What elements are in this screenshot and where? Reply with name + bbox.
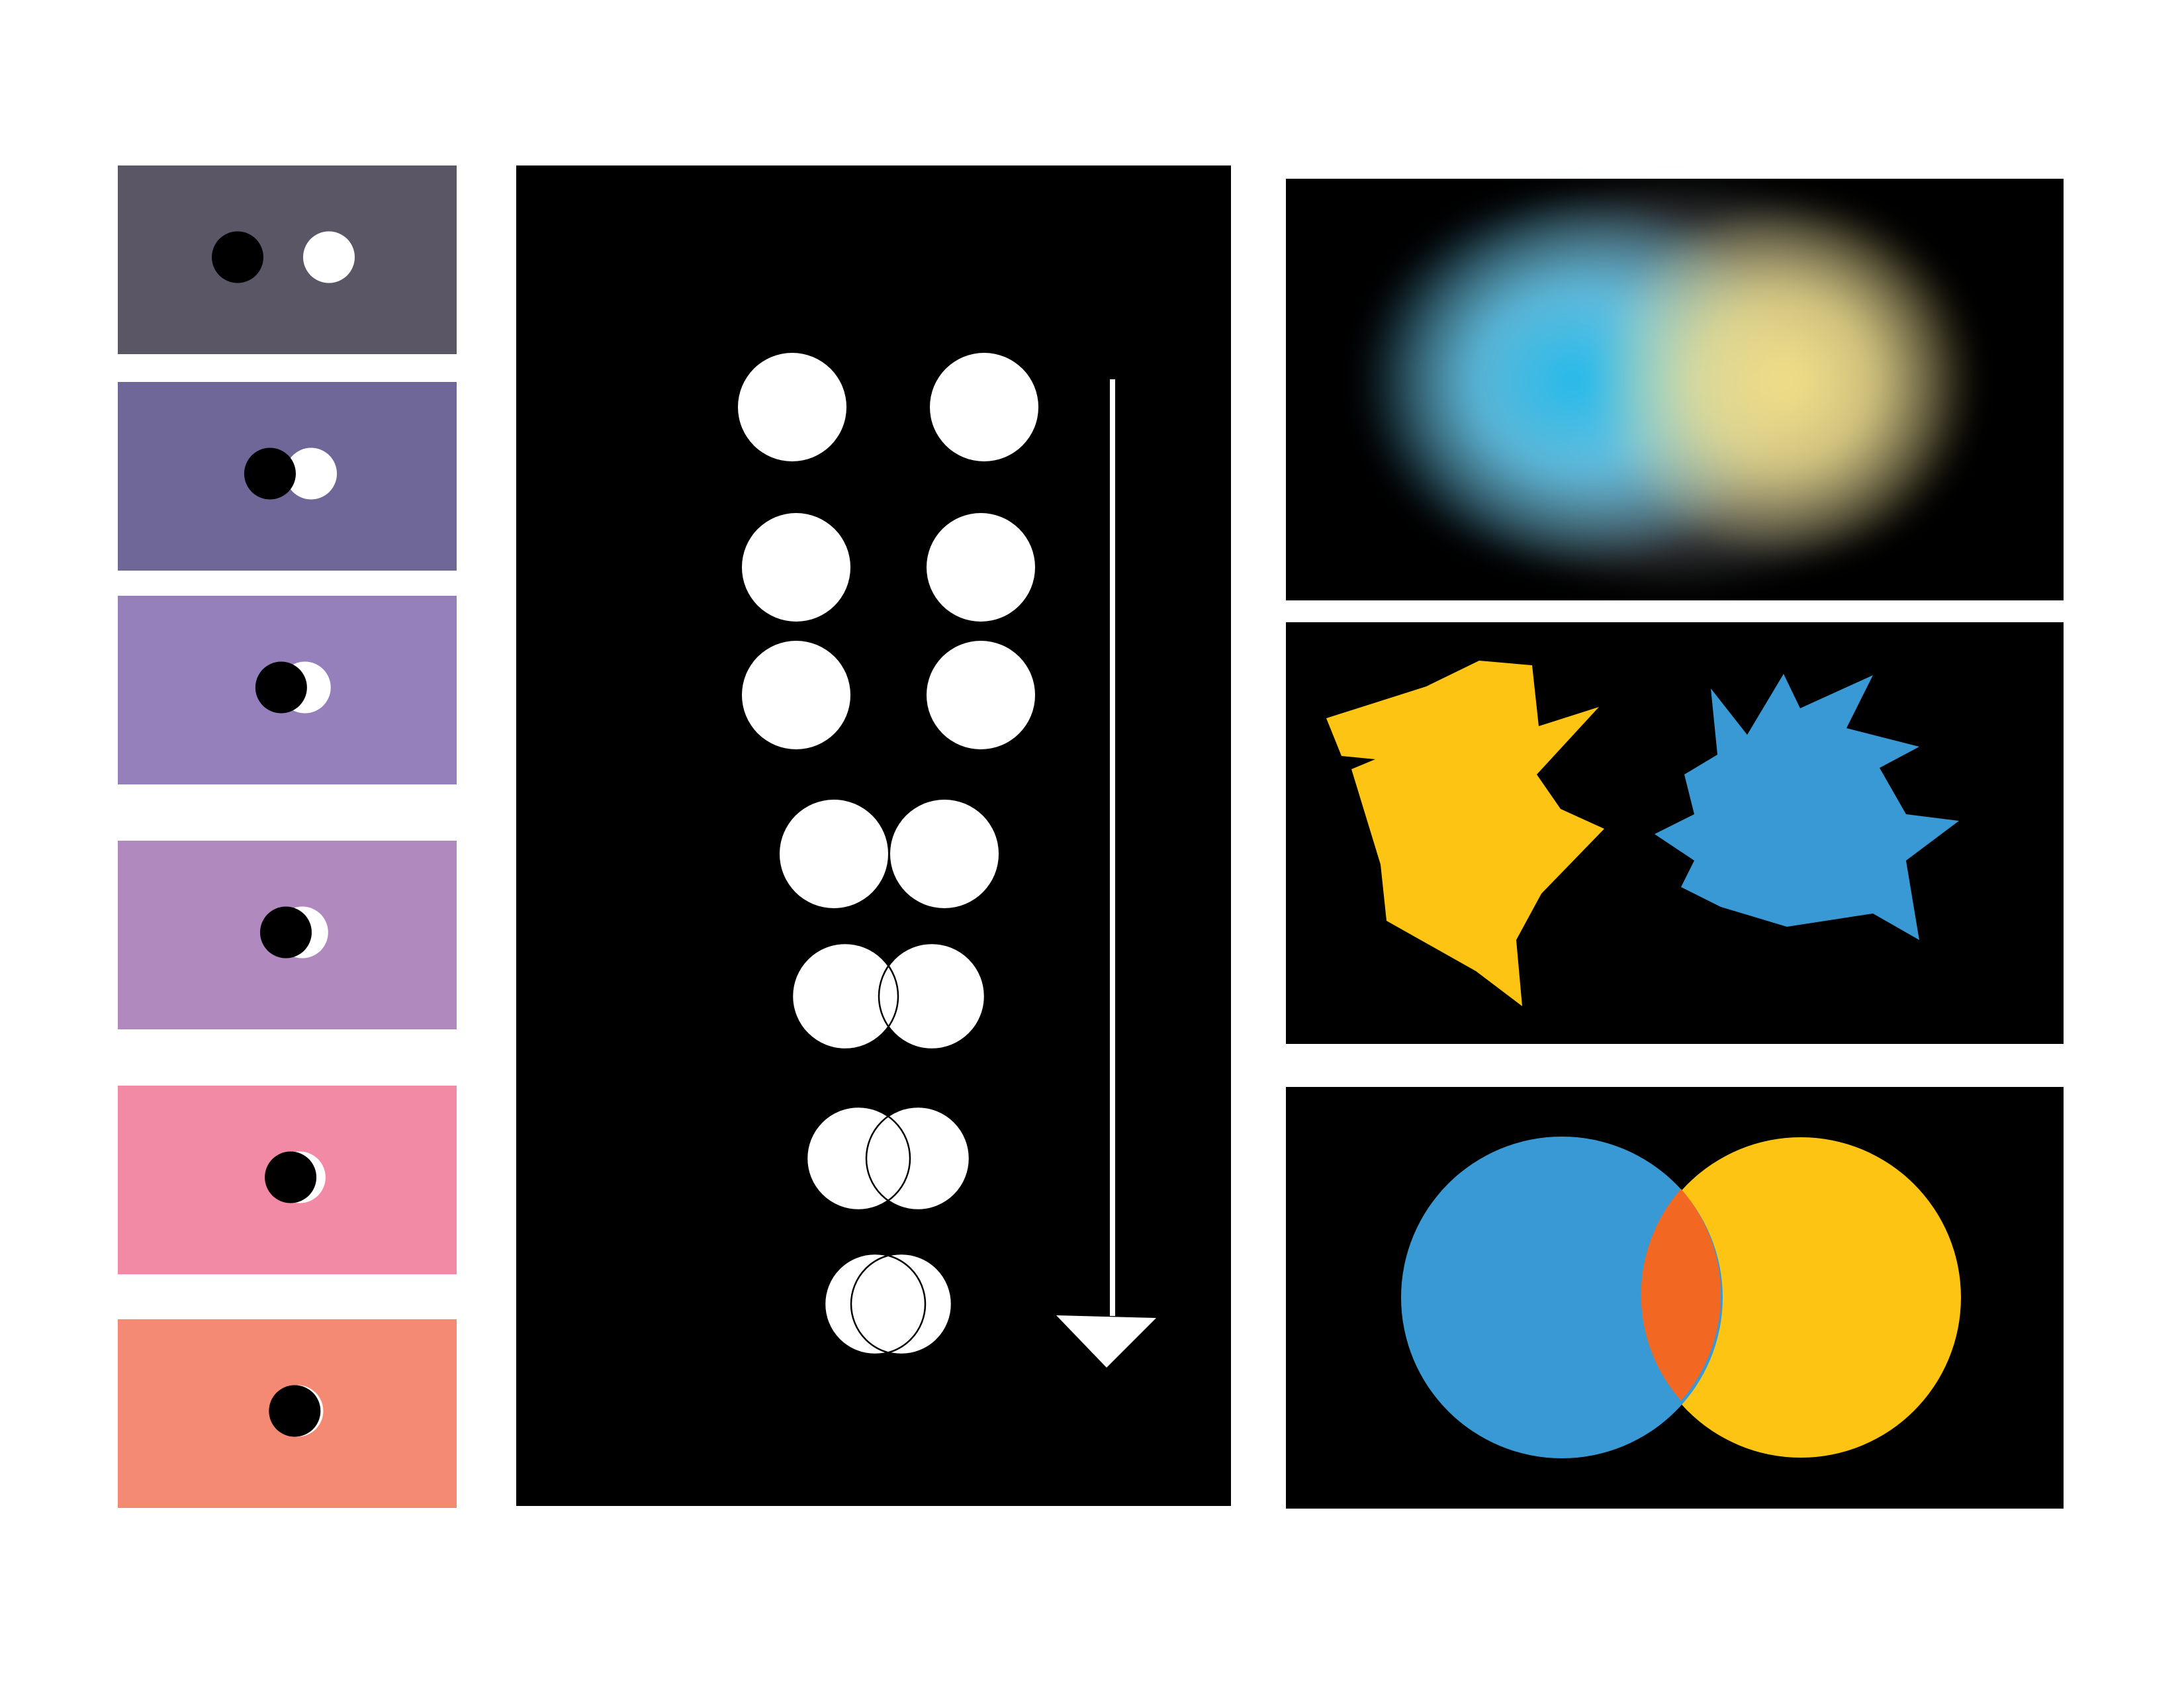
venn-overlap-lens xyxy=(1641,1189,1721,1401)
left-circle-outline xyxy=(805,1105,911,1211)
white-circle xyxy=(285,447,338,500)
venn-panel xyxy=(1286,1087,2064,1509)
merge-circle-pair xyxy=(742,513,1035,622)
merge-circle-pair xyxy=(742,641,1035,749)
eclipse-panel-column xyxy=(118,165,457,1508)
black-circle xyxy=(269,1385,321,1437)
left-white-circle xyxy=(738,353,846,461)
right-white-circle xyxy=(927,641,1035,749)
right-circle-outline xyxy=(878,942,986,1051)
merge-circle-pair xyxy=(823,1252,953,1356)
eclipse-panel xyxy=(118,1086,457,1274)
eclipse-panel xyxy=(118,382,457,571)
glow-blend-shape xyxy=(1357,175,1979,592)
left-white-circle xyxy=(742,641,850,749)
merge-panel xyxy=(516,165,1231,1506)
eclipse-panel xyxy=(118,596,457,784)
merge-circle-sequence xyxy=(738,353,1038,1356)
eclipse-panel xyxy=(118,841,457,1029)
left-white-circle xyxy=(742,513,850,622)
glow-yellow-light xyxy=(1595,195,1979,566)
left-circle-outline xyxy=(823,1252,927,1356)
right-white-circle xyxy=(866,1107,970,1210)
arrow-shaft xyxy=(1110,379,1115,1316)
right-white-circle xyxy=(879,943,985,1049)
eclipse-panel xyxy=(118,165,457,354)
yellow-sun-shape xyxy=(1326,661,1604,1006)
right-circle-outline xyxy=(850,1252,953,1356)
venn-blue-circle xyxy=(1401,1137,1723,1458)
merge-circle-pair xyxy=(780,800,999,908)
black-circle xyxy=(255,661,307,714)
glow-blend-panel xyxy=(1286,175,2064,600)
blue-sun-shape xyxy=(1655,674,1959,940)
down-arrow xyxy=(1056,379,1156,1368)
merge-circle-pair xyxy=(791,942,986,1051)
black-circle xyxy=(265,1151,317,1203)
right-white-circle xyxy=(851,1254,952,1354)
right-white-circle xyxy=(930,353,1038,461)
eclipse-panel-background xyxy=(118,165,457,354)
spiky-suns-panel xyxy=(1286,622,2064,1044)
right-white-circle xyxy=(890,800,999,908)
black-circle xyxy=(259,906,312,959)
venn-yellow-circle xyxy=(1641,1137,1961,1458)
left-white-circle xyxy=(792,943,898,1049)
arrow-head-icon xyxy=(1056,1315,1156,1368)
black-circle xyxy=(244,447,296,500)
left-circle-outline xyxy=(791,942,899,1051)
right-white-circle xyxy=(927,513,1035,622)
left-white-circle xyxy=(780,800,888,908)
merge-circle-pair xyxy=(738,353,1038,461)
right-circle-outline xyxy=(865,1105,971,1211)
black-circle xyxy=(212,231,263,283)
white-circle xyxy=(303,231,355,283)
eclipse-panel xyxy=(118,1319,457,1508)
merge-circle-pair xyxy=(805,1105,971,1211)
